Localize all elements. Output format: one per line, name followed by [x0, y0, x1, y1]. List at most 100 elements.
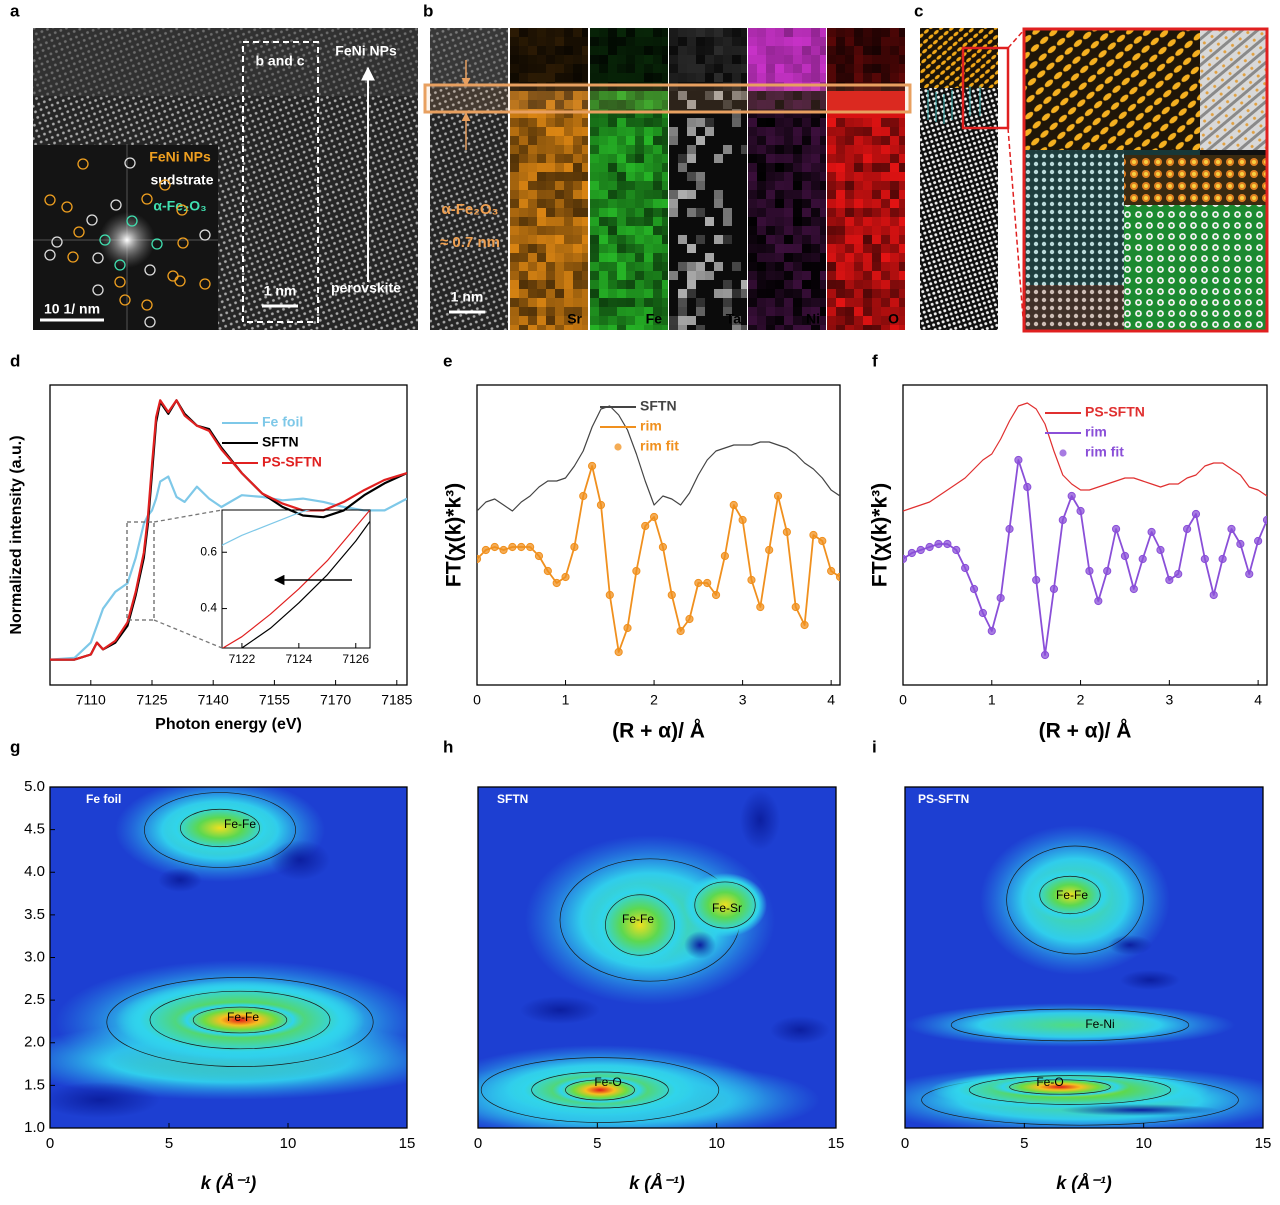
- map-pixel: [582, 73, 588, 82]
- fft-spot: [114, 259, 126, 271]
- roi-box: [242, 41, 319, 323]
- map-pixel: [748, 226, 757, 235]
- map-pixel: [811, 199, 820, 208]
- map-pixel: [723, 37, 732, 46]
- map-pixel: [741, 181, 747, 190]
- map-pixel: [836, 199, 845, 208]
- map-pixel: [863, 280, 872, 289]
- map-pixel: [784, 181, 793, 190]
- map-pixel: [863, 208, 872, 217]
- fft-inset: 10 1/ nm FeNi NPs sudstrate α-Fe₂O₃: [33, 145, 218, 330]
- map-pixel: [723, 235, 732, 244]
- map-pixel: [863, 46, 872, 55]
- map-pixel: [872, 145, 881, 154]
- map-pixel: [890, 262, 899, 271]
- map-pixel: [766, 46, 775, 55]
- data-point: [641, 521, 650, 531]
- map-pixel: [510, 208, 519, 217]
- map-pixel: [546, 208, 555, 217]
- map-pixel: [775, 46, 784, 55]
- x-tick-label: 7185: [381, 692, 412, 708]
- map-pixel: [669, 46, 678, 55]
- map-pixel: [827, 28, 836, 37]
- legend-label: rim: [1085, 424, 1107, 440]
- map-pixel: [669, 127, 678, 136]
- map-pixel: [626, 163, 635, 172]
- map-pixel: [802, 235, 811, 244]
- map-pixel: [811, 244, 820, 253]
- data-line: [222, 510, 370, 648]
- map-pixel: [555, 289, 564, 298]
- map-pixel: [617, 325, 626, 330]
- map-pixel: [881, 91, 890, 100]
- map-pixel: [537, 217, 546, 226]
- map-pixel: [617, 208, 626, 217]
- map-pixel: [784, 289, 793, 298]
- map-pixel: [802, 118, 811, 127]
- map-pixel: [854, 244, 863, 253]
- y-tick-label: 0.6: [200, 544, 217, 558]
- map-pixel: [748, 145, 757, 154]
- map-pixel: [705, 73, 714, 82]
- map-pixel: [519, 307, 528, 316]
- map-pixel: [793, 145, 802, 154]
- map-pixel: [820, 280, 826, 289]
- map-pixel: [669, 172, 678, 181]
- map-pixel: [845, 136, 854, 145]
- map-pixel: [872, 262, 881, 271]
- fft-spot: [51, 236, 63, 248]
- map-pixel: [564, 172, 573, 181]
- map-pixel: [582, 307, 588, 316]
- map-pixel: [881, 136, 890, 145]
- map-pixel: [555, 37, 564, 46]
- map-pixel: [741, 100, 747, 109]
- intensity-region: [1120, 970, 1180, 990]
- map-pixel: [678, 289, 687, 298]
- map-pixel: [802, 271, 811, 280]
- map-pixel: [714, 46, 723, 55]
- map-pixel: [644, 307, 653, 316]
- map-pixel: [881, 316, 890, 325]
- map-pixel: [626, 145, 635, 154]
- map-pixel: [714, 226, 723, 235]
- map-pixel: [757, 271, 766, 280]
- map-pixel: [881, 28, 890, 37]
- map-pixel: [820, 145, 826, 154]
- map-pixel: [653, 73, 662, 82]
- map-pixel: [784, 235, 793, 244]
- map-pixel: [714, 262, 723, 271]
- map-pixel: [784, 55, 793, 64]
- plot-frame: [904, 786, 1264, 1129]
- map-pixel: [741, 118, 747, 127]
- map-pixel: [793, 37, 802, 46]
- map-pixel: [723, 307, 732, 316]
- map-pixel: [872, 118, 881, 127]
- map-pixel: [872, 172, 881, 181]
- map-pixel: [899, 127, 905, 136]
- fft-spot: [73, 226, 85, 238]
- map-pixel: [519, 199, 528, 208]
- map-pixel: [854, 217, 863, 226]
- data-point: [952, 545, 961, 555]
- map-pixel: [723, 271, 732, 280]
- map-pixel: [696, 64, 705, 73]
- map-pixel: [687, 235, 696, 244]
- panel-letter: a: [10, 1, 20, 20]
- map-pixel: [836, 226, 845, 235]
- legend-label: Fe foil: [262, 414, 303, 430]
- map-pixel: [608, 235, 617, 244]
- map-pixel: [678, 55, 687, 64]
- map-pixel: [669, 235, 678, 244]
- element-map: [748, 28, 826, 330]
- map-pixel: [582, 244, 588, 253]
- map-pixel: [714, 280, 723, 289]
- x-tick-label: 0: [473, 692, 481, 708]
- data-point: [552, 578, 561, 588]
- map-pixel: [863, 100, 872, 109]
- map-pixel: [582, 46, 588, 55]
- map-pixel: [741, 154, 747, 163]
- map-pixel: [748, 28, 757, 37]
- map-pixel: [644, 271, 653, 280]
- map-pixel: [732, 37, 741, 46]
